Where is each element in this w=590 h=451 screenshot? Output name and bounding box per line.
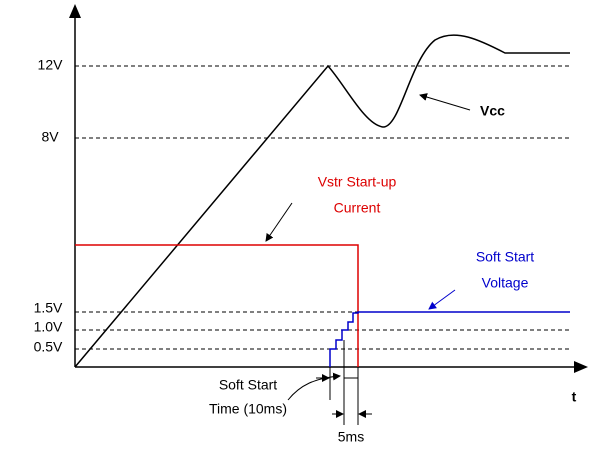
soft-start-time-label: Soft Start — [219, 377, 277, 393]
level-label: 0.5V — [34, 339, 63, 355]
level-label: 1.0V — [34, 319, 63, 335]
soft-start-arrow — [428, 289, 456, 310]
level-label: 8V — [41, 129, 59, 145]
vcc-label: Vcc — [480, 103, 505, 119]
x-label: t — [572, 389, 577, 405]
vcc-curve — [74, 34, 570, 368]
vstr-arrow — [265, 202, 293, 242]
vcc-arrow — [419, 93, 471, 111]
soft-start-time-label: Time (10ms) — [209, 401, 287, 417]
soft-start-label: Soft Start — [476, 249, 534, 265]
level-label: 1.5V — [34, 300, 63, 316]
vstr-label: Vstr Start-up — [318, 174, 397, 190]
x-arrow — [574, 361, 588, 373]
level-label: 12V — [38, 57, 64, 73]
vstr-curve — [75, 244, 359, 367]
y-arrow — [69, 4, 81, 18]
time-arrow — [287, 372, 341, 401]
soft-start-curve — [329, 311, 570, 367]
vstr-label: Current — [334, 200, 381, 216]
soft-start-label: Voltage — [482, 275, 529, 291]
step-label: 5ms — [338, 429, 364, 445]
